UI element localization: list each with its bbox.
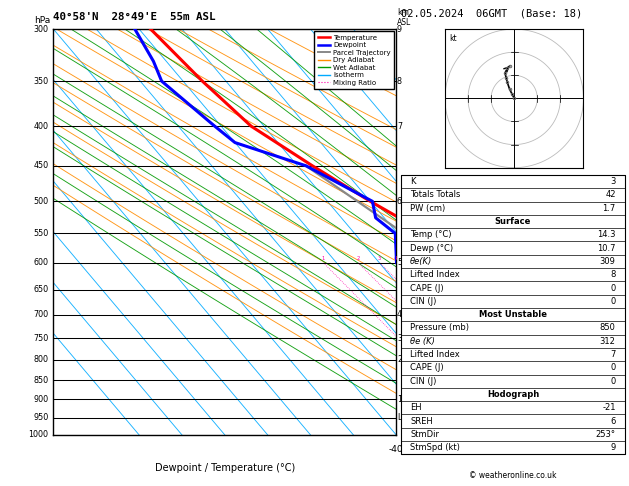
Text: Lifted Index: Lifted Index xyxy=(410,350,460,359)
Text: 7: 7 xyxy=(610,350,616,359)
Text: 8: 8 xyxy=(610,270,616,279)
Text: 0: 0 xyxy=(610,283,616,293)
Text: 2: 2 xyxy=(357,256,360,261)
Text: Totals Totals: Totals Totals xyxy=(410,191,460,199)
Text: θe(K): θe(K) xyxy=(410,257,433,266)
Text: 850: 850 xyxy=(600,324,616,332)
Text: 309: 309 xyxy=(600,257,616,266)
Text: 253°: 253° xyxy=(596,430,616,439)
Text: LCL: LCL xyxy=(397,413,411,422)
Text: 14.3: 14.3 xyxy=(597,230,616,239)
Text: 350: 350 xyxy=(33,77,48,86)
Text: θe (K): θe (K) xyxy=(410,337,435,346)
Text: -21: -21 xyxy=(602,403,616,412)
Text: 450: 450 xyxy=(33,161,48,170)
Text: SREH: SREH xyxy=(410,417,433,426)
Text: CAPE (J): CAPE (J) xyxy=(410,364,444,372)
Text: 2: 2 xyxy=(397,355,402,364)
Text: km
ASL: km ASL xyxy=(397,8,411,27)
Text: StmDir: StmDir xyxy=(410,430,439,439)
Text: 550: 550 xyxy=(33,229,48,238)
Text: 6: 6 xyxy=(397,197,402,206)
Text: 0: 0 xyxy=(610,297,616,306)
Text: Temp (°C): Temp (°C) xyxy=(410,230,452,239)
Text: 9: 9 xyxy=(610,443,616,452)
Text: 9: 9 xyxy=(397,25,402,34)
Text: 312: 312 xyxy=(600,337,616,346)
Text: 900: 900 xyxy=(33,395,48,404)
Text: StmSpd (kt): StmSpd (kt) xyxy=(410,443,460,452)
Text: 0: 0 xyxy=(610,377,616,386)
Text: 800: 800 xyxy=(33,355,48,364)
Text: 40°58'N  28°49'E  55m ASL: 40°58'N 28°49'E 55m ASL xyxy=(53,12,216,22)
Text: 1: 1 xyxy=(322,256,325,261)
Text: hPa: hPa xyxy=(35,16,51,25)
Text: 3: 3 xyxy=(610,177,616,186)
Text: CIN (J): CIN (J) xyxy=(410,377,437,386)
Text: kt: kt xyxy=(450,34,457,43)
Text: Dewp (°C): Dewp (°C) xyxy=(410,243,454,253)
Text: 650: 650 xyxy=(33,285,48,294)
Text: 850: 850 xyxy=(33,376,48,385)
Legend: Temperature, Dewpoint, Parcel Trajectory, Dry Adiabat, Wet Adiabat, Isotherm, Mi: Temperature, Dewpoint, Parcel Trajectory… xyxy=(314,31,394,89)
Text: 02.05.2024  06GMT  (Base: 18): 02.05.2024 06GMT (Base: 18) xyxy=(401,8,582,18)
Text: 1: 1 xyxy=(397,395,402,404)
Text: Hodograph: Hodograph xyxy=(487,390,539,399)
Text: 950: 950 xyxy=(33,413,48,422)
Text: 750: 750 xyxy=(33,333,48,343)
Text: 4: 4 xyxy=(394,256,397,261)
Text: EH: EH xyxy=(410,403,422,412)
Text: Mixing Ratio (g/kg): Mixing Ratio (g/kg) xyxy=(418,195,426,269)
Text: 3: 3 xyxy=(397,333,402,343)
Text: -40: -40 xyxy=(389,445,404,454)
Text: 7: 7 xyxy=(397,122,402,131)
Text: Surface: Surface xyxy=(495,217,531,226)
Text: 5: 5 xyxy=(397,258,402,267)
Text: CIN (J): CIN (J) xyxy=(410,297,437,306)
Text: © weatheronline.co.uk: © weatheronline.co.uk xyxy=(469,471,557,480)
Text: K: K xyxy=(410,177,416,186)
Text: 1.7: 1.7 xyxy=(603,204,616,213)
Text: CAPE (J): CAPE (J) xyxy=(410,283,444,293)
Text: PW (cm): PW (cm) xyxy=(410,204,445,213)
Text: 8: 8 xyxy=(397,77,402,86)
Text: 400: 400 xyxy=(33,122,48,131)
Text: Lifted Index: Lifted Index xyxy=(410,270,460,279)
Text: Pressure (mb): Pressure (mb) xyxy=(410,324,469,332)
Text: 500: 500 xyxy=(33,197,48,206)
Text: 3: 3 xyxy=(378,256,381,261)
Text: 6: 6 xyxy=(610,417,616,426)
Text: 42: 42 xyxy=(605,191,616,199)
Text: 700: 700 xyxy=(33,310,48,319)
Text: Most Unstable: Most Unstable xyxy=(479,310,547,319)
Text: 300: 300 xyxy=(33,25,48,34)
Text: 1000: 1000 xyxy=(28,431,48,439)
Text: 0: 0 xyxy=(610,364,616,372)
Text: 10.7: 10.7 xyxy=(597,243,616,253)
Text: 4: 4 xyxy=(397,310,402,319)
Text: Dewpoint / Temperature (°C): Dewpoint / Temperature (°C) xyxy=(155,463,295,473)
Text: 600: 600 xyxy=(33,258,48,267)
